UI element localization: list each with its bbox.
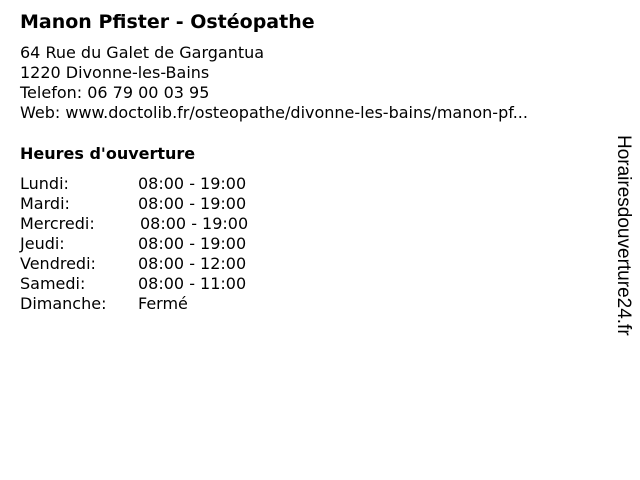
day-label: Jeudi: <box>20 234 65 253</box>
watermark: Horairesdouverture24.fr <box>613 135 634 336</box>
day-label: Mardi: <box>20 194 70 213</box>
day-label: Lundi: <box>20 174 69 193</box>
day-label: Samedi: <box>20 274 86 293</box>
hours-heading: Heures d'ouverture <box>20 144 196 163</box>
day-label: Dimanche: <box>20 294 107 313</box>
day-hours: 08:00 - 19:00 <box>138 194 247 213</box>
day-hours: 08:00 - 19:00 <box>138 174 247 193</box>
contact-info: 64 Rue du Galet de Gargantua 1220 Divonn… <box>20 43 528 123</box>
day-hours: Fermé <box>138 294 188 313</box>
website: Web: www.doctolib.fr/osteopathe/divonne-… <box>20 103 528 122</box>
day-hours: 08:00 - 19:00 <box>140 214 249 233</box>
address-street: 64 Rue du Galet de Gargantua <box>20 43 265 62</box>
day-label: Vendredi: <box>20 254 96 273</box>
phone-number: Telefon: 06 79 00 03 95 <box>20 83 210 102</box>
day-hours: 08:00 - 11:00 <box>138 274 247 293</box>
day-label: Mercredi: <box>20 214 95 233</box>
address-city: 1220 Divonne-les-Bains <box>20 63 210 82</box>
business-name: Manon Pfister - Ostéopathe <box>20 11 315 33</box>
day-hours: 08:00 - 12:00 <box>138 254 247 273</box>
day-hours: 08:00 - 19:00 <box>138 234 247 253</box>
